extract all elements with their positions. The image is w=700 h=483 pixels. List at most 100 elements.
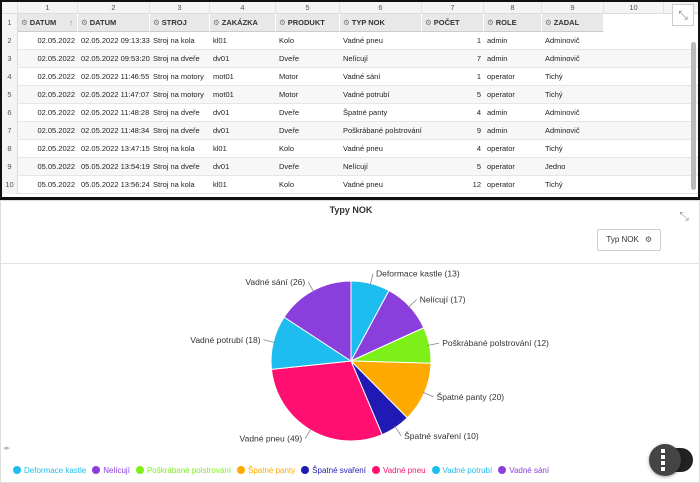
table-row[interactable]: 4 02.05.2022 02.05.2022 11:46:55 Stroj na m… (2, 68, 698, 86)
table-cell[interactable]: 4 (476, 108, 481, 117)
header-zakazka[interactable]: ⚙ ZAKÁZKA (210, 14, 276, 32)
gear-icon[interactable]: ⚙ (545, 18, 552, 27)
table-cell[interactable]: operator (487, 72, 515, 81)
legend-item[interactable]: Nelícují (92, 466, 130, 475)
table-cell[interactable]: Adminovič (545, 54, 580, 63)
legend-item[interactable]: Vadné pneu (371, 466, 426, 475)
legend-item[interactable]: Špatné panty (237, 466, 295, 475)
table-cell[interactable]: 02.05.2022 (37, 72, 75, 81)
table-cell[interactable]: 05.05.2022 13:54:19 (81, 162, 150, 171)
table-cell[interactable]: 05.05.2022 (37, 162, 75, 171)
table-cell[interactable]: Nelícují (343, 54, 369, 63)
table-cell[interactable]: Stroj na dveře (153, 162, 200, 171)
table-cell[interactable]: Dveře (279, 54, 300, 63)
table-cell[interactable]: Tichý (545, 144, 563, 153)
table-cell[interactable]: 12 (472, 180, 481, 189)
collapse-icon[interactable]: ⤡ (672, 4, 694, 26)
legend-item[interactable]: Vadné potrubí (431, 466, 492, 475)
table-cell[interactable]: Adminovič (545, 126, 580, 135)
table-cell[interactable]: 02.05.2022 (37, 54, 75, 63)
table-cell[interactable]: Dveře (279, 126, 300, 135)
table-cell[interactable]: Stroj na dveře (153, 108, 200, 117)
table-cell[interactable]: mot01 (213, 90, 234, 99)
gear-icon[interactable]: ⚙ (487, 18, 494, 27)
up-arrow-icon[interactable]: ↑ (69, 18, 73, 27)
header-datum[interactable]: ⚙ DATUM ↑ (18, 14, 78, 32)
table-cell[interactable]: Kolo (279, 180, 295, 189)
table-cell[interactable]: Tichý (545, 90, 563, 99)
table-cell[interactable]: Vadné pneu (343, 180, 383, 189)
table-cell[interactable]: admin (487, 108, 508, 117)
table-cell[interactable]: Adminovič (545, 108, 580, 117)
table-cell[interactable]: 02.05.2022 09:53:20 (81, 54, 150, 63)
table-cell[interactable]: 05.05.2022 13:56:24 (81, 180, 150, 189)
gear-icon[interactable]: ⚙ (343, 18, 350, 27)
gear-icon[interactable]: ⚙ (21, 18, 28, 27)
table-cell[interactable]: kl01 (213, 180, 227, 189)
table-cell[interactable]: operator (487, 90, 515, 99)
table-cell[interactable]: Stroj na dveře (153, 54, 200, 63)
table-cell[interactable]: Stroj na kola (153, 36, 195, 45)
table-cell[interactable]: 05.05.2022 (37, 180, 75, 189)
table-cell[interactable]: 02.05.2022 (37, 144, 75, 153)
table-cell[interactable]: Tichý (545, 72, 563, 81)
panel-divider[interactable] (0, 197, 700, 200)
header-stroj[interactable]: ⚙ STROJ (150, 14, 210, 32)
header-zadal[interactable]: ⚙ ZADAL (542, 14, 604, 32)
table-cell[interactable]: 5 (476, 90, 481, 99)
table-row[interactable]: 3 02.05.2022 02.05.2022 09:53:20 Stroj na d… (2, 50, 698, 68)
table-cell[interactable]: Tichý (545, 180, 563, 189)
table-cell[interactable]: Vadné potrubí (343, 90, 390, 99)
gear-icon[interactable]: ⚙ (81, 18, 88, 27)
table-cell[interactable]: Kolo (279, 36, 295, 45)
table-cell[interactable]: 02.05.2022 09:13:33 (81, 36, 150, 45)
table-cell[interactable]: 9 (476, 126, 481, 135)
table-cell[interactable]: Nelícují (343, 162, 369, 171)
table-cell[interactable]: kl01 (213, 144, 227, 153)
table-row[interactable]: 8 02.05.2022 02.05.2022 13:47:15 Stroj na k… (2, 140, 698, 158)
table-cell[interactable]: dv01 (213, 162, 230, 171)
collapse-icon[interactable]: ⤡ (679, 208, 689, 223)
header-typ-nok[interactable]: ⚙ TYP NOK (340, 14, 422, 32)
typ-nok-button[interactable]: Typ NOK ⚙ (597, 229, 661, 251)
table-cell[interactable]: Dveře (279, 108, 300, 117)
table-cell[interactable]: Adminovič (545, 36, 580, 45)
table-row[interactable]: 5 02.05.2022 02.05.2022 11:47:07 Stroj na m… (2, 86, 698, 104)
table-cell[interactable]: 7 (476, 54, 481, 63)
header-pocet[interactable]: ⚙ POČET (422, 14, 484, 32)
table-cell[interactable]: admin (487, 36, 508, 45)
table-cell[interactable]: Stroj na motory (153, 72, 204, 81)
table-cell[interactable]: 02.05.2022 11:47:07 (81, 90, 150, 99)
dashboard-icon[interactable] (649, 444, 681, 476)
table-cell[interactable]: 02.05.2022 (37, 108, 75, 117)
table-cell[interactable]: 02.05.2022 13:47:15 (81, 144, 150, 153)
table-cell[interactable]: Vadné pneu (343, 144, 383, 153)
table-cell[interactable]: Stroj na kola (153, 144, 195, 153)
table-cell[interactable]: Motor (279, 90, 299, 99)
table-cell[interactable]: Stroj na kola (153, 180, 195, 189)
legend-item[interactable]: Vadné sání (498, 466, 549, 475)
table-row[interactable]: 2 02.05.2022 02.05.2022 09:13:33 Stroj na k… (2, 32, 698, 50)
gear-icon[interactable]: ⚙ (644, 235, 652, 244)
table-cell[interactable]: 02.05.2022 11:48:28 (81, 108, 150, 117)
table-cell[interactable]: operator (487, 180, 515, 189)
header-datum-time[interactable]: ⚙ DATUM (78, 14, 150, 32)
table-cell[interactable]: 02.05.2022 11:46:55 (81, 72, 150, 81)
legend-item[interactable]: Poškrábané polstrování (135, 466, 231, 475)
table-cell[interactable]: 1 (476, 72, 481, 81)
table-cell[interactable]: Špatné panty (343, 108, 388, 117)
table-cell[interactable]: mot01 (213, 72, 234, 81)
header-produkt[interactable]: ⚙ PRODUKT (276, 14, 340, 32)
table-row[interactable]: 9 05.05.2022 05.05.2022 13:54:19 Stroj na d… (2, 158, 698, 176)
table-cell[interactable]: Dveře (279, 162, 300, 171)
table-cell[interactable]: Motor (279, 72, 299, 81)
table-cell[interactable]: 02.05.2022 (37, 90, 75, 99)
table-cell[interactable]: operator (487, 144, 515, 153)
table-row[interactable]: 7 02.05.2022 02.05.2022 11:48:34 Stroj na d… (2, 122, 698, 140)
legend-item[interactable]: Deformace kastle (13, 466, 86, 475)
gear-icon[interactable]: ⚙ (213, 18, 220, 27)
legend-item[interactable]: Špatné svaření (301, 466, 366, 475)
vertical-scrollbar[interactable] (691, 42, 696, 190)
table-cell[interactable]: dv01 (213, 54, 230, 63)
table-cell[interactable]: 02.05.2022 11:48:34 (81, 126, 150, 135)
